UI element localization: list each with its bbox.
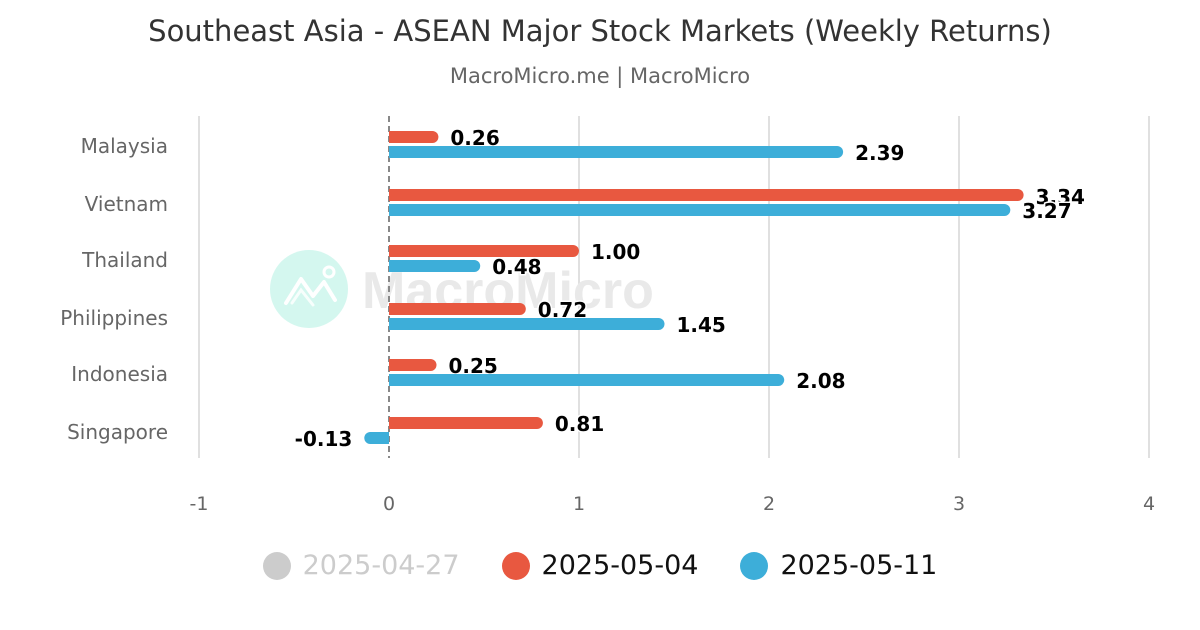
data-label: 0.81 bbox=[555, 412, 604, 436]
legend-item-2025-05-11[interactable]: 2025-05-11 bbox=[740, 550, 937, 581]
bar-2025-05-04[interactable] bbox=[389, 131, 439, 143]
bar-2025-05-11[interactable] bbox=[389, 260, 481, 272]
x-tick-label: 3 bbox=[953, 493, 965, 515]
data-label: 1.00 bbox=[591, 240, 640, 264]
category-label: Philippines bbox=[60, 306, 168, 330]
legend-label: 2025-04-27 bbox=[302, 550, 460, 581]
legend-label: 2025-05-04 bbox=[541, 550, 699, 581]
chart-subtitle: MacroMicro.me | MacroMicro bbox=[449, 64, 751, 88]
bar-chart: MacroMicro 0.262.393.343.271.000.480.721… bbox=[60, 116, 1156, 515]
chart-title: Southeast Asia - ASEAN Major Stock Marke… bbox=[148, 14, 1052, 48]
bar-2025-05-04[interactable] bbox=[389, 245, 579, 257]
bar-2025-05-11[interactable] bbox=[389, 146, 844, 158]
category-labels: Malaysia Vietnam Thailand Philippines Indone… bbox=[60, 134, 168, 444]
bar-2025-05-11[interactable] bbox=[389, 204, 1011, 216]
legend-item-2025-05-04[interactable]: 2025-05-04 bbox=[501, 550, 699, 581]
x-tick-label: 0 bbox=[383, 493, 395, 515]
x-tick-label: 2 bbox=[763, 493, 775, 515]
bar-2025-05-11[interactable] bbox=[389, 374, 785, 386]
bars: 0.262.393.343.271.000.480.721.450.252.08… bbox=[293, 125, 1086, 453]
data-label: 2.39 bbox=[855, 141, 904, 165]
category-label: Vietnam bbox=[85, 192, 168, 216]
data-label: 0.48 bbox=[492, 255, 541, 279]
category-label: Indonesia bbox=[71, 362, 168, 386]
bar-2025-05-11[interactable] bbox=[364, 432, 389, 444]
x-tick-label: 4 bbox=[1143, 493, 1155, 515]
data-label: 3.34 bbox=[1036, 185, 1085, 209]
bar-2025-05-04[interactable] bbox=[389, 189, 1024, 201]
x-tick-label: -1 bbox=[190, 493, 209, 515]
data-label: 2.08 bbox=[796, 369, 845, 393]
data-label: -0.13 bbox=[295, 427, 353, 451]
bar-2025-05-04[interactable] bbox=[389, 303, 526, 315]
legend-dot-icon bbox=[740, 551, 769, 580]
x-tick-label: 1 bbox=[573, 493, 585, 515]
category-label: Malaysia bbox=[81, 134, 168, 158]
category-label: Singapore bbox=[67, 420, 168, 444]
category-label: Thailand bbox=[81, 248, 168, 272]
bar-2025-05-11[interactable] bbox=[389, 318, 665, 330]
gridlines bbox=[198, 116, 1150, 458]
legend-dot-icon bbox=[262, 551, 291, 580]
legend-label: 2025-05-11 bbox=[780, 550, 938, 581]
data-label: 3.27 bbox=[1022, 199, 1071, 223]
legend-item-2025-04-27[interactable]: 2025-04-27 bbox=[262, 550, 460, 581]
bar-2025-05-04[interactable] bbox=[389, 417, 543, 429]
legend-dot-icon bbox=[501, 551, 530, 580]
legend: 2025-04-27 2025-05-04 2025-05-11 bbox=[0, 550, 1200, 581]
x-axis-ticks: -1 0 1 2 3 4 bbox=[190, 493, 1156, 515]
bar-2025-05-04[interactable] bbox=[389, 359, 437, 371]
data-label: 1.45 bbox=[677, 313, 726, 337]
